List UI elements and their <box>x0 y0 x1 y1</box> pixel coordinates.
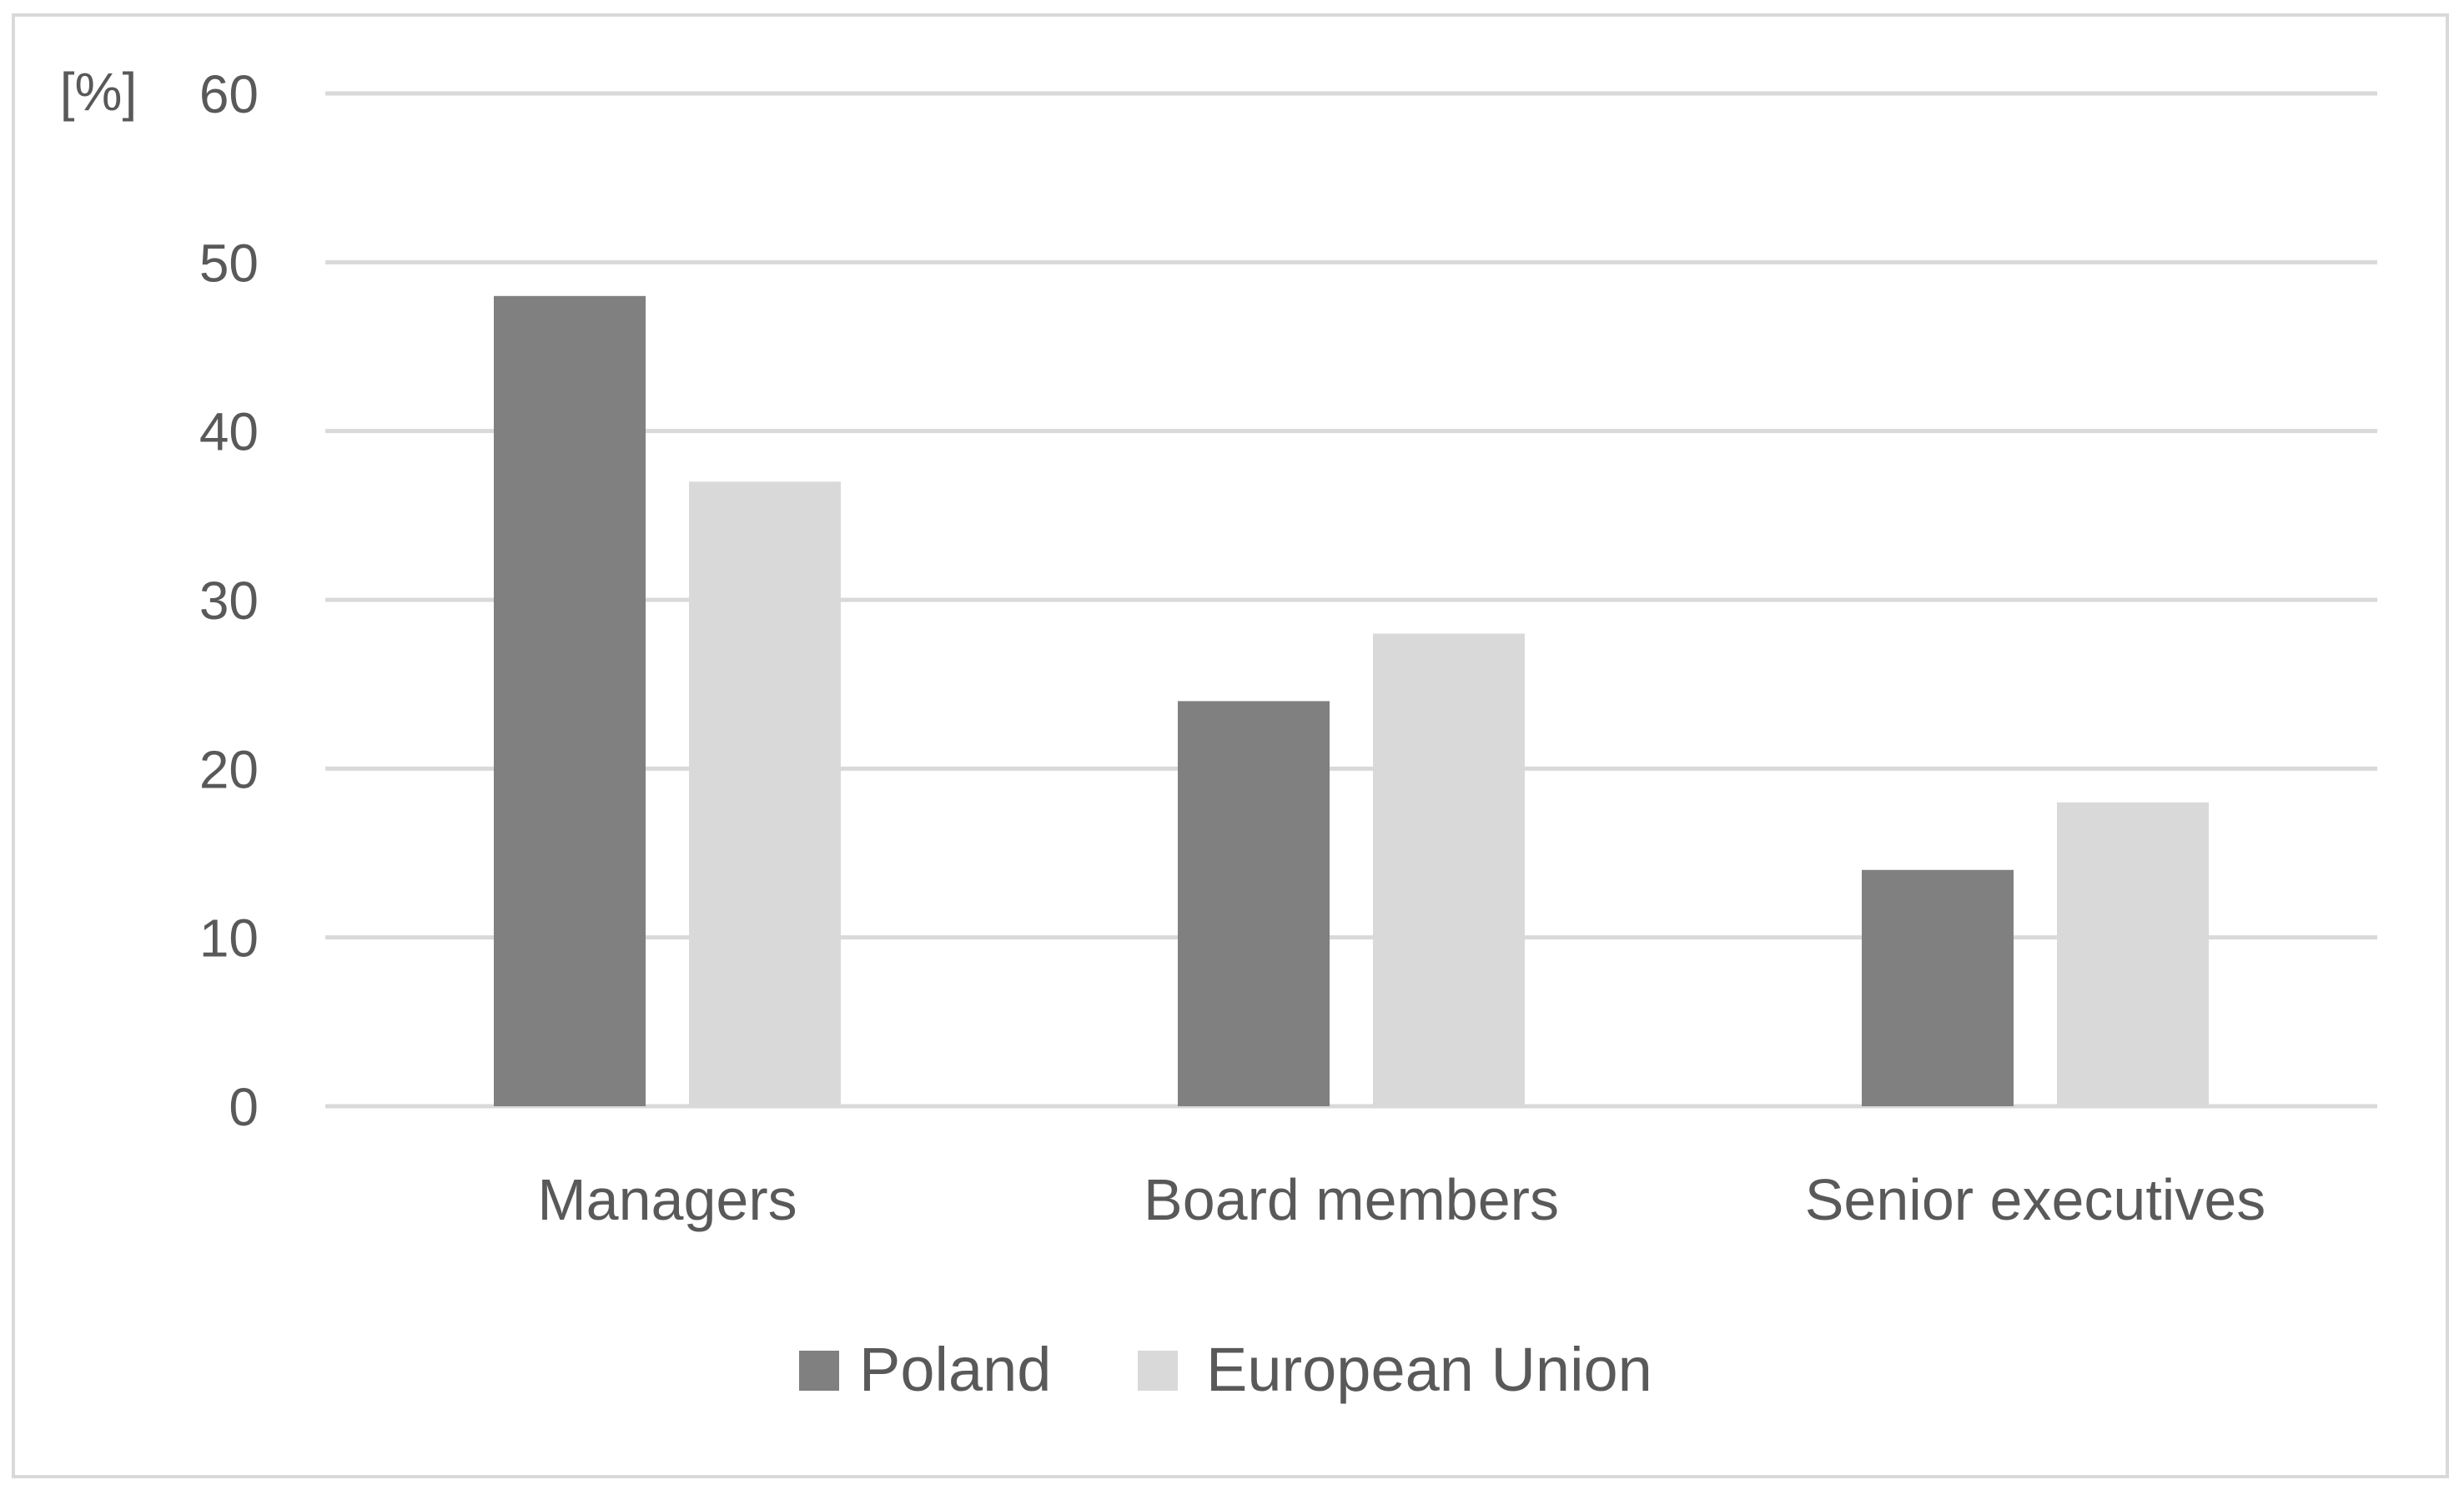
legend-swatch-european-union <box>1138 1351 1178 1391</box>
y-tick-label: 50 <box>199 233 259 293</box>
x-axis-categories: Managers Board members Senior executives <box>537 1167 2265 1232</box>
bar-poland <box>1178 701 1330 1106</box>
legend-label: Poland <box>859 1335 1051 1404</box>
bar-european-union <box>1373 633 1525 1106</box>
bar-european-union <box>689 481 841 1106</box>
bar-poland <box>494 295 646 1106</box>
gridlines <box>325 91 2377 1109</box>
bar-european-union <box>2057 802 2209 1106</box>
y-axis-label: [%] <box>60 62 137 122</box>
y-tick-label: 40 <box>199 402 259 462</box>
x-category-label: Managers <box>537 1167 797 1232</box>
y-axis-ticks: 0 10 20 30 40 50 60 <box>199 64 259 1137</box>
bar-poland <box>1862 869 2014 1106</box>
y-tick-label: 60 <box>199 64 259 124</box>
x-category-label: Board members <box>1144 1167 1559 1232</box>
legend: Poland European Union <box>799 1335 1652 1404</box>
legend-label: European Union <box>1206 1335 1652 1404</box>
y-tick-label: 20 <box>199 739 259 799</box>
legend-swatch-poland <box>799 1351 839 1391</box>
bars <box>494 295 2209 1106</box>
y-tick-label: 10 <box>199 909 259 969</box>
x-category-label: Senior executives <box>1805 1167 2266 1232</box>
y-tick-label: 0 <box>229 1077 259 1137</box>
y-tick-label: 30 <box>199 571 259 631</box>
